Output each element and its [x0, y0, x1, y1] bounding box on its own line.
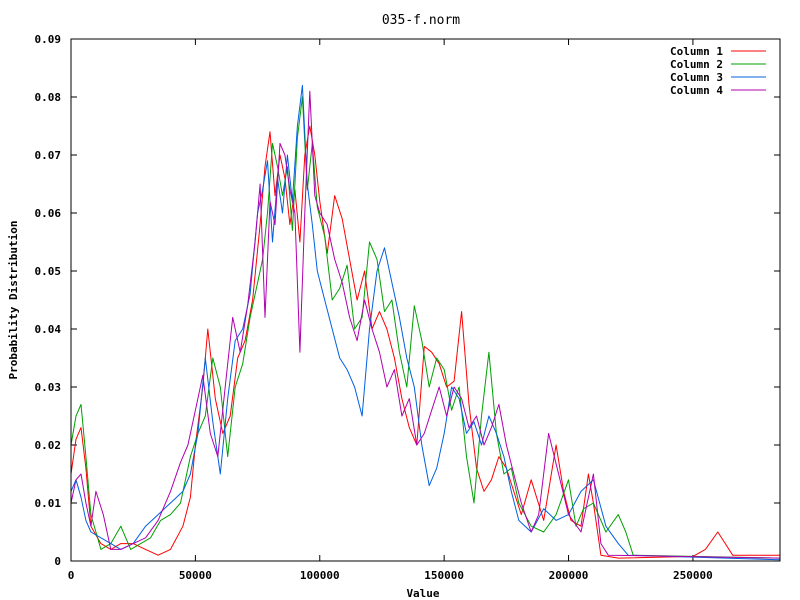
series-line-2	[70, 96, 781, 559]
y-tick-label: 0.05	[35, 265, 62, 278]
y-tick-label: 0.04	[35, 323, 62, 336]
legend-label-1: Column 1	[670, 45, 723, 58]
y-tick-label: 0.01	[35, 497, 62, 510]
series-line-1	[70, 125, 780, 559]
x-tick-label: 200000	[549, 569, 589, 582]
y-tick-label: 0.07	[35, 149, 62, 162]
x-tick-label: 150000	[424, 569, 464, 582]
series-lines	[70, 84, 781, 561]
y-axis-label: Probability Distribution	[7, 221, 20, 380]
legend-label-4: Column 4	[670, 84, 723, 97]
y-tick-label: 0	[54, 555, 61, 568]
x-tick-label: 0	[68, 569, 75, 582]
y-tick-label: 0.02	[35, 439, 62, 452]
y-tick-label: 0.08	[35, 91, 62, 104]
legend-label-3: Column 3	[670, 71, 723, 84]
series-line-4	[70, 90, 781, 559]
x-tick-label: 50000	[179, 569, 212, 582]
y-tick-label: 0.03	[35, 381, 62, 394]
y-tick-label: 0.06	[35, 207, 62, 220]
y-tick-label: 0.09	[35, 33, 62, 46]
legend-label-2: Column 2	[670, 58, 723, 71]
x-tick-label: 100000	[300, 569, 340, 582]
axis-ticks: 0 0.01 0.02 0.03 0.04 0.05 0.06 0.07 0.08 0.09 0 50…	[35, 33, 780, 582]
plot-frame	[70, 38, 781, 562]
series-line-3	[70, 84, 781, 561]
x-tick-label: 250000	[673, 569, 713, 582]
chart-title: 035-f.norm	[382, 13, 460, 28]
x-axis-label: Value	[406, 587, 439, 600]
